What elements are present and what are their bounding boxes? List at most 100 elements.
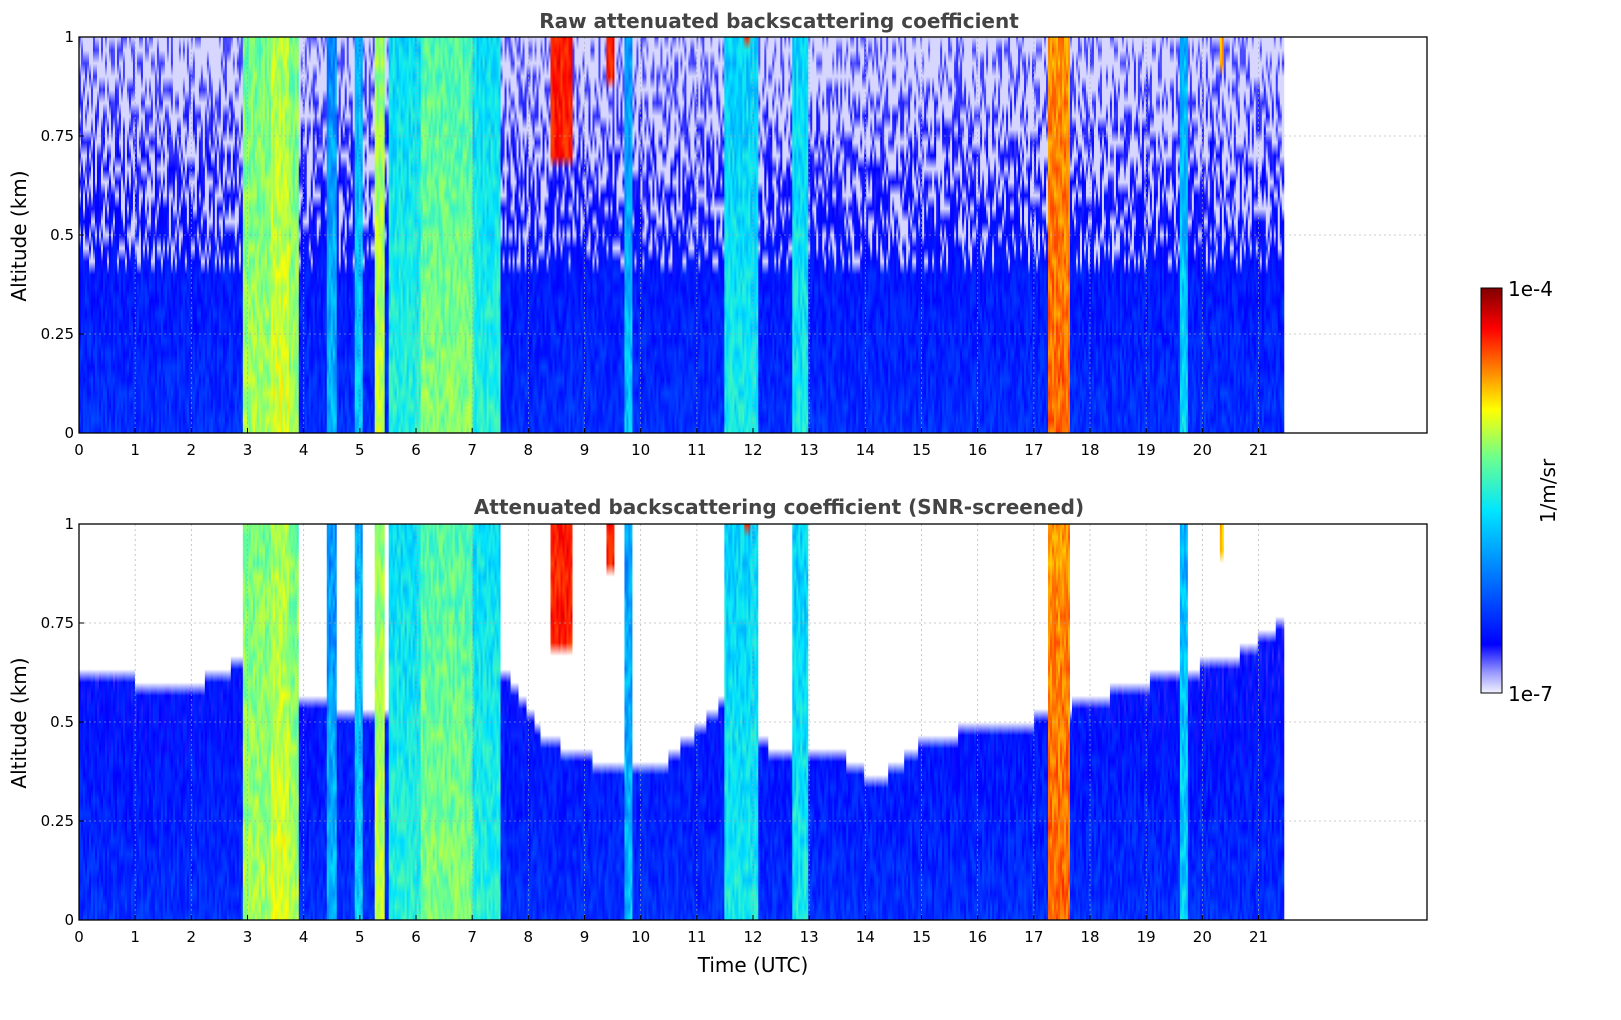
heatmap-column xyxy=(690,524,693,920)
heatmap-column xyxy=(676,37,679,433)
colorbar-max-label: 1e-4 xyxy=(1508,277,1553,301)
heatmap-column xyxy=(360,37,364,433)
heatmap-column xyxy=(870,37,873,433)
heatmap-column xyxy=(910,37,913,433)
heatmap-column xyxy=(506,37,510,433)
heatmap-column xyxy=(602,524,605,920)
heatmap-column xyxy=(820,37,823,433)
heatmap-column xyxy=(986,37,989,433)
heatmap-column xyxy=(1099,37,1103,433)
heatmap-column xyxy=(1175,524,1179,920)
x-tick-label: 14 xyxy=(856,441,875,459)
heatmap-column xyxy=(676,524,679,920)
heatmap-column xyxy=(442,37,446,433)
heatmap-column xyxy=(1071,37,1075,433)
heatmap-column xyxy=(174,524,178,920)
heatmap-column xyxy=(94,524,98,920)
heatmap-column xyxy=(164,37,168,433)
heatmap-column xyxy=(550,37,554,433)
heatmap-column xyxy=(926,37,929,433)
heatmap-column xyxy=(592,524,595,920)
x-tick-label: 14 xyxy=(856,928,875,946)
heatmap-column xyxy=(700,37,703,433)
heatmap-column xyxy=(752,524,755,920)
x-tick-label: 21 xyxy=(1249,928,1268,946)
heatmap-column xyxy=(970,524,973,920)
heatmap-column xyxy=(1071,524,1075,920)
heatmap-column xyxy=(254,37,258,433)
heatmap-column xyxy=(470,524,474,920)
heatmap-column xyxy=(1022,37,1025,433)
heatmap-column xyxy=(532,524,536,920)
heatmap-column xyxy=(1109,524,1113,920)
heatmap-column xyxy=(640,524,643,920)
heatmap-column xyxy=(926,524,929,920)
heatmap-column xyxy=(880,37,883,433)
heatmap-column xyxy=(236,524,240,920)
heatmap-column xyxy=(610,37,613,433)
heatmap-column xyxy=(1079,524,1083,920)
heatmap-column xyxy=(686,37,689,433)
heatmap-column xyxy=(496,37,500,433)
heatmap-column xyxy=(796,524,799,920)
heatmap-column xyxy=(990,37,993,433)
heatmap-column xyxy=(1275,524,1279,920)
heatmap-column xyxy=(1020,37,1023,433)
heatmap-column xyxy=(176,524,180,920)
heatmap-column xyxy=(666,37,669,433)
heatmap-column xyxy=(450,37,454,433)
heatmap-column xyxy=(160,524,164,920)
heatmap-column xyxy=(94,37,98,433)
heatmap-column xyxy=(626,37,629,433)
heatmap-column xyxy=(946,524,949,920)
heatmap-column xyxy=(542,524,546,920)
heatmap-column xyxy=(1036,524,1039,920)
x-tick-label: 11 xyxy=(687,928,706,946)
heatmap-column xyxy=(710,37,713,433)
heatmap-column xyxy=(96,524,100,920)
heatmap-column xyxy=(166,37,170,433)
heatmap-column xyxy=(1042,37,1045,433)
heatmap-column xyxy=(1042,524,1045,920)
heatmap-column xyxy=(1189,37,1193,433)
heatmap-column xyxy=(1271,37,1275,433)
heatmap-column xyxy=(306,37,310,433)
heatmap-column xyxy=(154,37,158,433)
heatmap-column xyxy=(266,37,270,433)
heatmap-column xyxy=(260,524,264,920)
heatmap-column xyxy=(1131,524,1135,920)
heatmap-column xyxy=(1006,524,1009,920)
heatmap-column xyxy=(766,37,769,433)
heatmap-column xyxy=(1269,524,1273,920)
heatmap-column xyxy=(1020,524,1023,920)
heatmap-column xyxy=(350,37,354,433)
heatmap-column xyxy=(370,37,374,433)
heatmap-column xyxy=(466,524,470,920)
heatmap-column xyxy=(482,524,486,920)
heatmap-column xyxy=(916,524,919,920)
heatmap-column xyxy=(1171,524,1175,920)
heatmap-column xyxy=(124,37,128,433)
x-tick-label: 13 xyxy=(800,441,819,459)
heatmap-column xyxy=(962,524,965,920)
heatmap-column xyxy=(1125,37,1129,433)
heatmap-column xyxy=(992,37,995,433)
heatmap-column xyxy=(782,37,785,433)
heatmap-column xyxy=(416,37,420,433)
heatmap-column xyxy=(692,524,695,920)
heatmap-column xyxy=(376,524,380,920)
heatmap-column xyxy=(520,37,524,433)
heatmap-column xyxy=(426,37,430,433)
heatmap-column xyxy=(146,524,150,920)
heatmap-column xyxy=(960,524,963,920)
heatmap-column xyxy=(602,37,605,433)
colorbar-gradient xyxy=(1480,287,1503,694)
heatmap-column xyxy=(174,37,178,433)
heatmap-column xyxy=(612,37,615,433)
heatmap-column xyxy=(1026,37,1029,433)
x-tick-label: 18 xyxy=(1080,928,1099,946)
heatmap-column xyxy=(300,524,304,920)
heatmap-column xyxy=(1201,524,1205,920)
heatmap-column xyxy=(1241,37,1245,433)
heatmap-column xyxy=(816,524,819,920)
